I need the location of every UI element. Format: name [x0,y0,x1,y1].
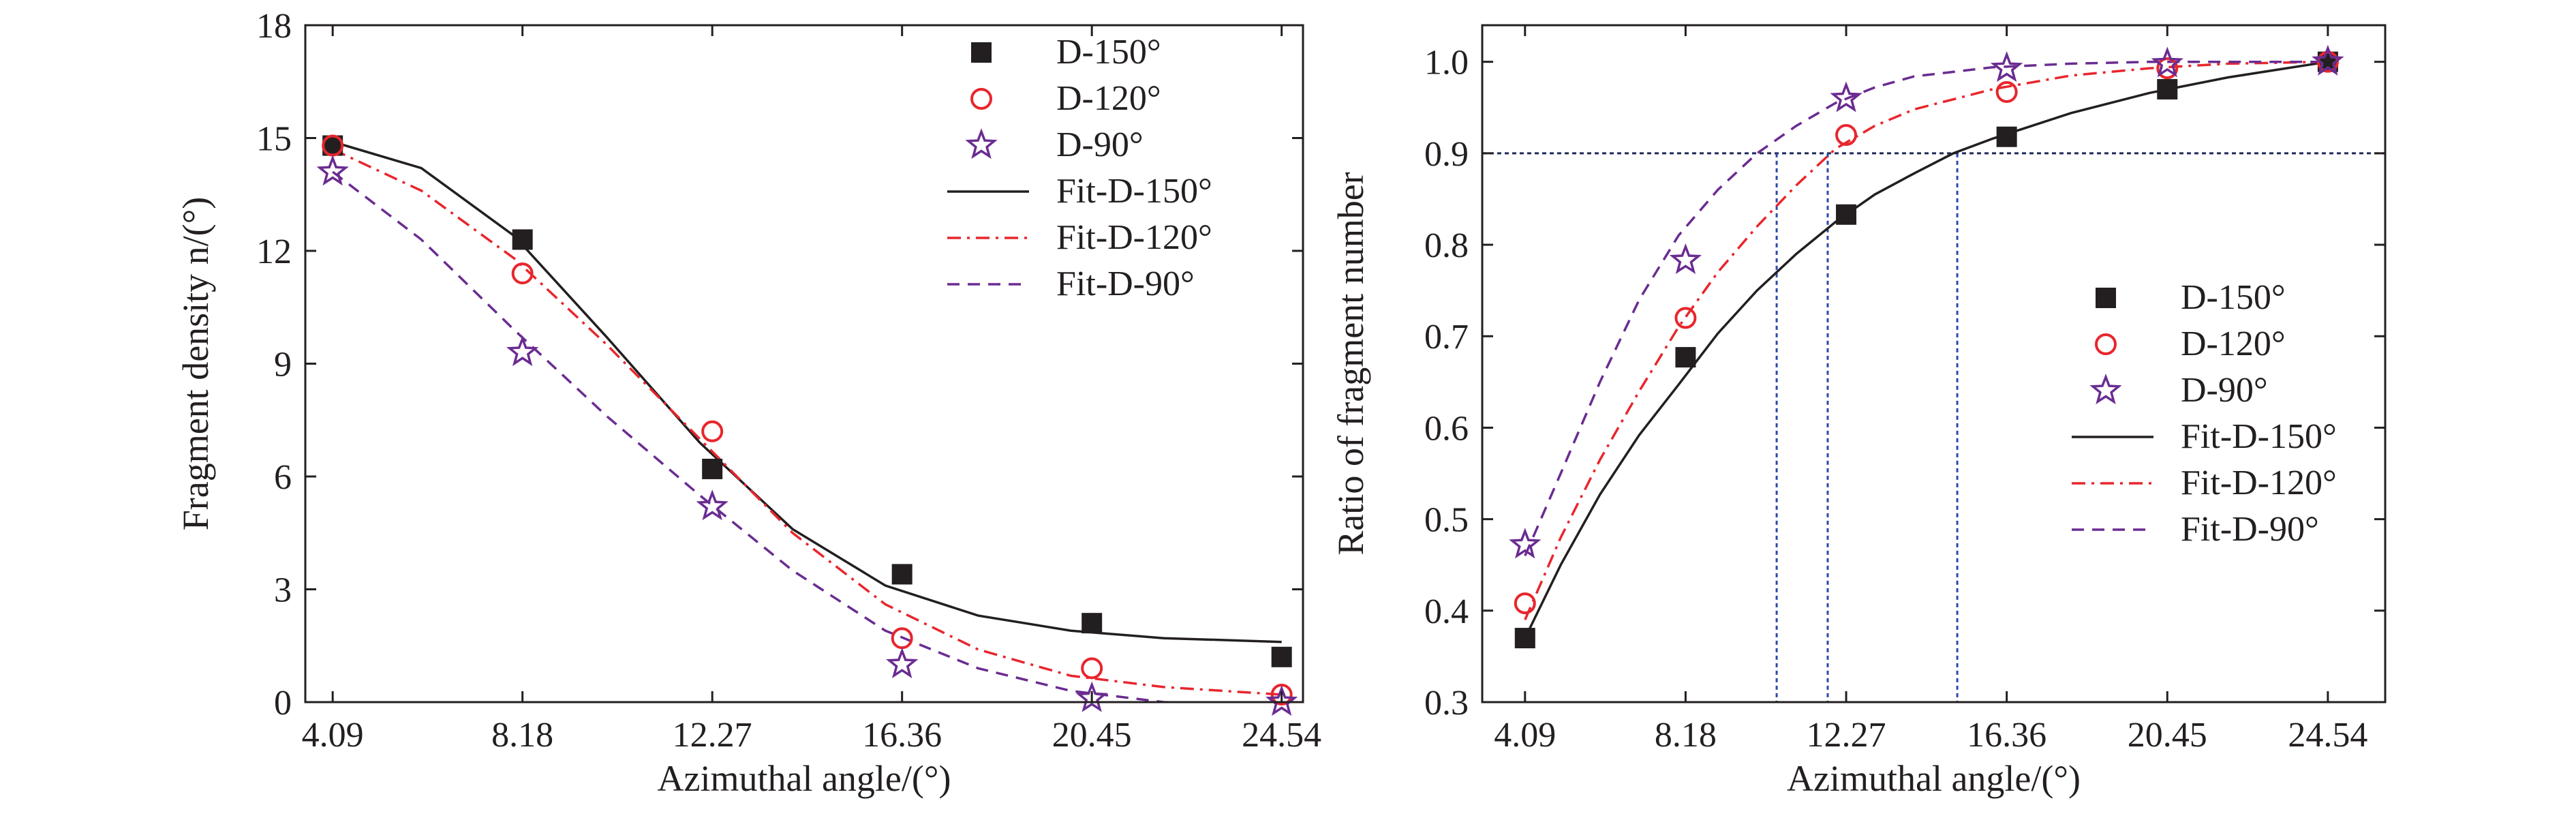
data-point [316,155,349,186]
y-tick-label: 0.3 [1424,684,1469,723]
data-point [2312,44,2344,76]
y-tick-label: 0.5 [1424,501,1469,540]
legend-marker-2 [2089,374,2122,405]
data-point [2156,57,2179,80]
series-2-markers [1509,44,2344,559]
y-tick-label: 0.9 [1424,135,1469,174]
plot-frame [1481,24,2387,703]
fit-curves [1524,60,2329,639]
legend: D-150° D-120° D-90° Fit-D-150° Fit-D-120° Fit… [947,33,1212,303]
legend-label: D-90° [2181,371,2268,410]
legend-label: D-90° [1056,125,1144,164]
legend-label: Fit-D-120° [1056,218,1212,257]
y-tick-label: 0.6 [1424,409,1469,448]
x-tick-label: 12.27 [1807,716,1886,755]
legend-marker-2 [965,128,998,160]
data-point [1082,613,1103,634]
y-axis-title: Fragment density n/(°) [175,197,216,531]
legend-label: Fit-D-90° [2181,510,2319,549]
x-tick-label: 16.36 [862,716,942,755]
legend-label: Fit-D-120° [2181,464,2337,502]
data-point [891,564,913,585]
y-axis-title: Ratio of fragment number [1330,172,1371,555]
y-tick-label: 0.7 [1424,318,1469,357]
y-tick-label: 18 [256,7,292,46]
x-tick-label: 16.36 [1967,716,2046,755]
data-point [1270,683,1293,706]
data-point [511,262,534,285]
fit-curve-0 [332,140,1282,643]
y-tick-label: 6 [274,458,292,497]
data-point [1509,528,1542,559]
y-tick-label: 12 [256,232,292,271]
data-point [1835,124,1858,147]
data-point [1514,628,1535,649]
x-tick-label: 24.54 [1242,716,1321,755]
legend-label: D-120° [2181,324,2286,363]
fragment-ratio-chart: 4.09 8.18 12.27 16.36 20.45 24.54 0.3 0.4 0.5 0.6… [1330,24,2387,799]
x-tick-label: 24.54 [2288,716,2367,755]
y-tick-label: 3 [274,571,292,610]
x-tick-label: 8.18 [1655,716,1717,755]
legend-marker-1 [970,88,992,110]
data-point [1996,126,2017,147]
data-point [1990,51,2023,82]
data-point [696,489,729,521]
legend-marker-1 [2095,333,2117,355]
legend-marker-0 [971,42,992,63]
legend-label: D-150° [1056,33,1161,72]
data-point [886,647,919,678]
y-tick-label: 9 [274,346,292,384]
fit-curve-0 [1524,60,2329,639]
legend-label: D-120° [1056,79,1161,118]
y-tick-label: 15 [256,120,292,159]
data-point [702,458,723,479]
legend-label: Fit-D-150° [2181,417,2337,456]
data-point [1075,681,1108,712]
data-point [512,229,533,250]
data-point [2157,78,2178,100]
x-tick-label: 8.18 [491,716,553,755]
fragment-density-chart: 4.09 8.18 12.27 16.36 20.45 24.54 0 3 6 9 12 15 18 Az… [175,7,1321,799]
series-0-markers [322,135,1292,667]
data-point [1266,685,1298,716]
data-point [1674,307,1697,329]
x-tick-label: 4.09 [302,716,364,755]
data-point [1271,646,1292,667]
legend: D-150° D-120° D-90° Fit-D-150° Fit-D-120° Fit… [2072,278,2337,549]
data-point [701,420,724,442]
legend-label: Fit-D-150° [1056,172,1212,211]
data-point [1836,204,1857,225]
fit-curve-1 [332,148,1282,696]
x-tick-label: 20.45 [2128,716,2207,755]
series-2-markers [316,155,1298,716]
x-axis-title: Azimuthal angle/(°) [1787,758,2081,799]
x-tick-label: 20.45 [1052,716,1132,755]
y-tick-label: 0.4 [1424,592,1469,631]
x-tick-label: 12.27 [673,716,752,755]
series-1-markers [322,134,1293,706]
plot-frame [304,24,1304,703]
data-point [506,335,539,367]
x-axis-title: Azimuthal angle/(°) [658,758,951,799]
y-tick-label: 0 [274,684,292,723]
data-point [1514,592,1536,615]
data-point [1675,347,1696,368]
data-point [1830,81,1862,112]
x-tick-label: 4.09 [1494,716,1556,755]
data-point [2151,46,2183,78]
legend-label: Fit-D-90° [1056,264,1195,303]
data-point [1669,243,1702,274]
y-tick-label: 1.0 [1424,44,1469,82]
legend-label: D-150° [2181,278,2286,317]
legend-marker-0 [2096,288,2116,308]
data-point [1081,657,1103,680]
series-0-markers [1514,51,2338,649]
y-tick-label: 0.8 [1424,226,1469,265]
fit-curve-2 [1524,60,2328,556]
data-point [1995,80,2018,103]
